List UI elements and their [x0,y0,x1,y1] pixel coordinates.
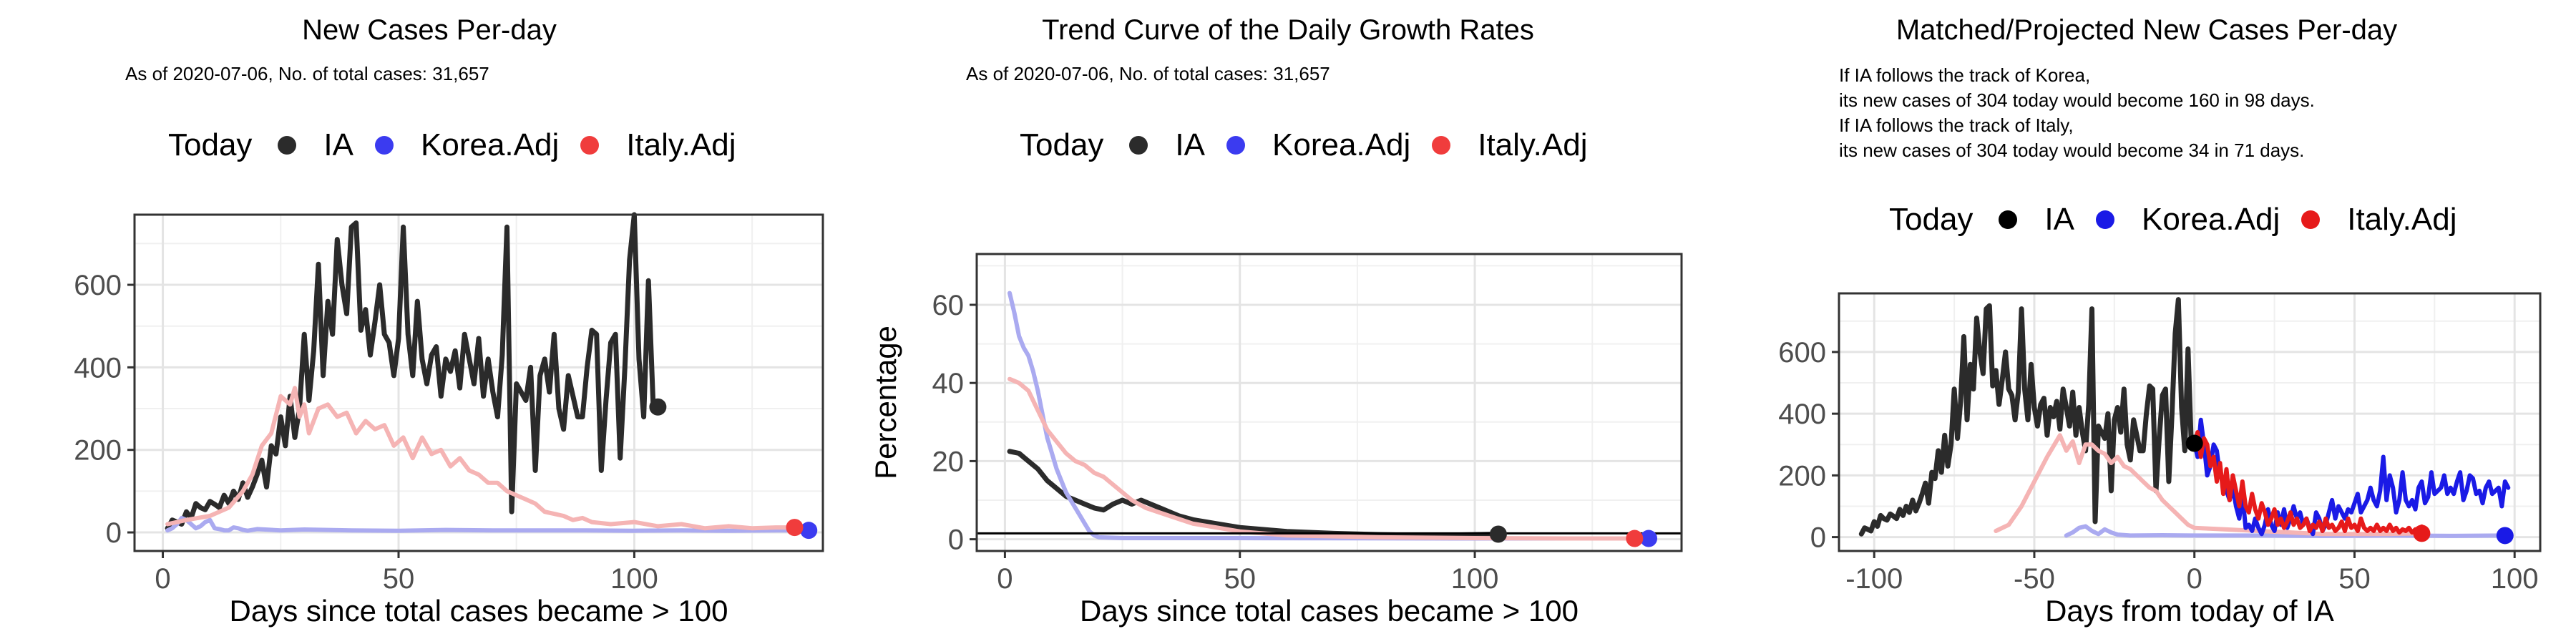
legend-item-ia: IA [1129,127,1205,163]
series-line-korea-adj [1008,291,1651,541]
legend-label-korea: Korea.Adj [1272,127,1411,162]
today-point-korea-adj [1640,530,1658,547]
y-axis-label: Percentage [869,326,902,479]
legend-label-ia: IA [1175,127,1205,162]
plot-background [977,254,1682,551]
x-tick-label: 50 [383,563,415,595]
legend-dot-korea [2096,210,2114,229]
legend-title: Today [168,127,253,162]
legend-dot-italy [1432,136,1451,155]
series-line-ia [1858,297,2197,537]
subtitle-line: If IA follows the track of Korea, [1839,64,2091,86]
chart-title: Matched/Projected New Cases Per-day [1896,14,2398,46]
y-tick-label: 0 [1810,522,1826,554]
plot-border [1838,292,2542,552]
today-point-italy-adj [1626,530,1644,547]
series-line-ia [1007,449,1501,538]
chart-legend: Today IA Korea.Adj Italy.Adj [1889,202,2478,238]
chart-panel-new-cases: New Cases Per-day As of 2020-07-06, No. … [0,0,859,644]
y-tick-label: 600 [1778,337,1826,369]
y-tick-label: 400 [74,352,122,384]
chart-title: New Cases Per-day [302,14,557,46]
legend-title: Today [1020,127,1104,162]
y-tick-label: 200 [74,435,122,467]
y-tick-label: 0 [948,525,964,556]
plot-border [975,253,1683,552]
legend-item-korea: Korea.Adj [1226,127,1410,163]
chart-plot: 0 50 100 0 20 40 60 Days since total cases beca… [869,253,1683,628]
series-line-ia [165,212,660,531]
y-tick-label: 40 [932,368,965,399]
x-tick-label: 0 [997,563,1013,595]
legend-dot-italy [2301,210,2321,229]
legend-label-italy: Italy.Adj [2347,202,2457,237]
today-point-ia [649,398,667,416]
x-axis-label: Days since total cases became > 100 [1080,594,1579,628]
legend-dot-ia [278,136,297,155]
y-tick-label: 400 [1778,399,1826,430]
today-point-korea-adj [800,522,818,540]
chart-panel-growth-rates: Trend Curve of the Daily Growth Rates As… [859,0,1717,644]
legend-dot-ia [1999,210,2018,229]
legend-label-korea: Korea.Adj [421,127,560,162]
x-tick-label: 50 [1224,563,1256,595]
x-tick-label: 0 [155,563,170,595]
today-point-ia [1489,525,1507,543]
series-line-italy-adj [1008,376,1637,541]
legend-dot-italy [580,136,600,155]
legend-label-italy: Italy.Adj [1478,127,1588,162]
legend-item-korea: Korea.Adj [375,127,559,163]
today-point-korea-adj [2496,527,2514,545]
legend-dot-ia [1129,136,1148,155]
today-point-ia [2185,434,2203,452]
chart-panel-projected: Matched/Projected New Cases Per-day If I… [1717,0,2576,644]
subtitle-line: its new cases of 304 today would become … [1839,89,2315,111]
y-tick-label: 60 [932,290,965,321]
x-tick-label: -100 [1845,563,1903,595]
legend-item-italy: Italy.Adj [1432,127,1587,163]
today-point-italy-adj [2413,525,2431,542]
x-tick-label: -50 [2014,563,2055,595]
chart-subtitle: As of 2020-07-06, No. of total cases: 31… [966,63,1330,84]
legend-label-ia: IA [323,127,353,162]
legend-dot-korea [375,136,394,155]
y-tick-label: 20 [932,446,965,477]
chart-title: Trend Curve of the Daily Growth Rates [1042,14,1534,46]
chart-subtitle: If IA follows the track of Korea, its ne… [1839,63,2315,163]
x-tick-label: 100 [610,563,658,595]
subtitle-line: its new cases of 304 today would become … [1839,140,2305,161]
y-tick-label: 200 [1778,460,1826,492]
legend-item-italy: Italy.Adj [2301,202,2457,238]
x-tick-label: 100 [1451,563,1499,595]
series-line-italy-adj-past [1994,433,2424,537]
plot-border [133,213,824,552]
legend-item-ia: IA [1999,202,2074,238]
y-tick-label: 600 [74,270,122,301]
series-line-italy-adj [2192,430,2424,535]
x-tick-label: 0 [2187,563,2202,595]
x-axis-label: Days from today of IA [2045,594,2334,628]
x-axis-label: Days since total cases became > 100 [230,594,728,628]
chart-legend: Today IA Korea.Adj Italy.Adj [168,127,757,163]
chart-plot: -100 -50 0 50 100 0 200 400 600 Days from today o… [1778,292,2542,628]
legend-item-italy: Italy.Adj [580,127,736,163]
legend-label-italy: Italy.Adj [626,127,736,162]
legend-dot-korea [1226,136,1245,155]
chart-legend: Today IA Korea.Adj Italy.Adj [1020,127,1609,163]
chart-plot: 0 50 100 0 200 400 600 Days since total cases b… [74,212,824,628]
today-point-italy-adj [786,519,804,537]
legend-title: Today [1889,202,1974,237]
series-line-korea-adj [2192,417,2511,537]
legend-item-ia: IA [278,127,353,163]
chart-subtitle: As of 2020-07-06, No. of total cases: 31… [125,63,489,84]
series-line-italy-adj [165,386,797,531]
legend-item-korea: Korea.Adj [2096,202,2280,238]
legend-label-ia: IA [2044,202,2074,237]
subtitle-line: If IA follows the track of Italy, [1839,114,2074,136]
x-tick-label: 100 [2491,563,2539,595]
y-tick-label: 0 [106,517,122,549]
x-tick-label: 50 [2338,563,2371,595]
series-line-korea-adj [165,515,811,533]
legend-label-korea: Korea.Adj [2142,202,2280,237]
